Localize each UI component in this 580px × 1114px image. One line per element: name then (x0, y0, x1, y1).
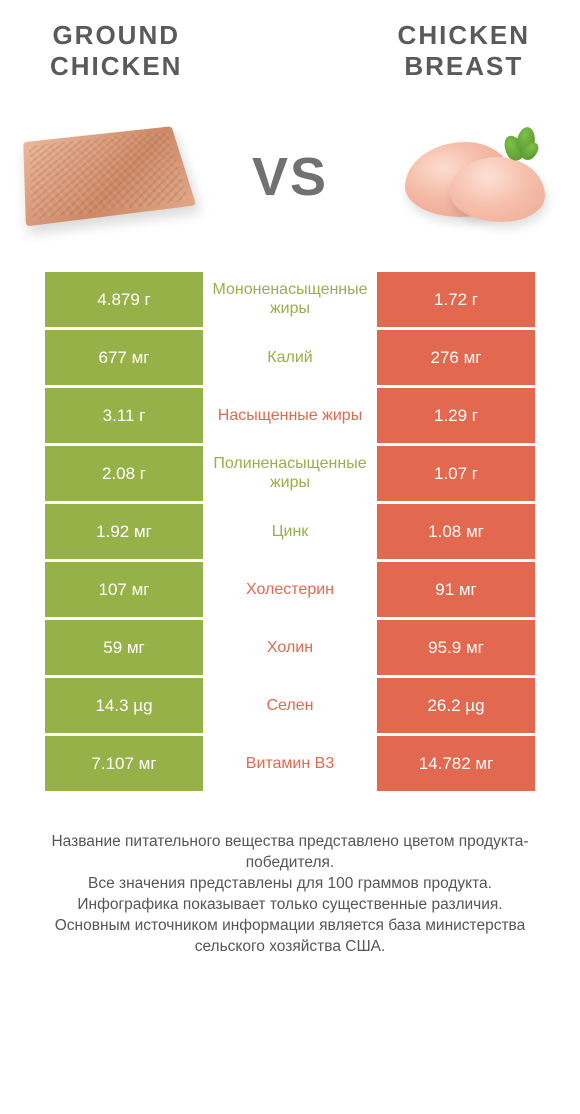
right-value-cell: 1.07 г (377, 446, 535, 504)
right-product-title: CHICKEN BREAST (398, 20, 530, 82)
chicken-breast-image (390, 112, 560, 242)
nutrient-label-cell: Витамин B3 (203, 736, 377, 794)
left-value-cell: 677 мг (45, 330, 203, 388)
header: GROUND CHICKEN CHICKEN BREAST (0, 0, 580, 92)
left-value-cell: 3.11 г (45, 388, 203, 446)
nutrient-label-cell: Полиненасыщенные жиры (203, 446, 377, 504)
left-value-cell: 59 мг (45, 620, 203, 678)
nutrient-label-cell: Холестерин (203, 562, 377, 620)
footer-line: Название питательного вещества представл… (20, 832, 560, 874)
nutrient-label-cell: Мононенасыщенные жиры (203, 272, 377, 330)
right-value-cell: 1.08 мг (377, 504, 535, 562)
footer-line: Инфографика показывает только существенн… (20, 895, 560, 916)
footer-line: Все значения представлены для 100 граммо… (20, 874, 560, 895)
left-value-cell: 4.879 г (45, 272, 203, 330)
left-value-cell: 107 мг (45, 562, 203, 620)
nutrient-label-cell: Селен (203, 678, 377, 736)
table-row: 14.3 µgСелен26.2 µg (45, 678, 535, 736)
nutrient-label-cell: Насыщенные жиры (203, 388, 377, 446)
left-value-cell: 1.92 мг (45, 504, 203, 562)
vs-label: VS (252, 146, 328, 208)
comparison-table: 4.879 гМононенасыщенные жиры1.72 г677 мг… (45, 272, 535, 794)
right-value-cell: 26.2 µg (377, 678, 535, 736)
table-row: 4.879 гМононенасыщенные жиры1.72 г (45, 272, 535, 330)
table-row: 1.92 мгЦинк1.08 мг (45, 504, 535, 562)
ground-chicken-image (20, 112, 190, 242)
right-value-cell: 91 мг (377, 562, 535, 620)
nutrient-label-cell: Калий (203, 330, 377, 388)
nutrient-label-cell: Цинк (203, 504, 377, 562)
table-row: 59 мгХолин95.9 мг (45, 620, 535, 678)
right-value-cell: 1.29 г (377, 388, 535, 446)
table-row: 7.107 мгВитамин B314.782 мг (45, 736, 535, 794)
vs-row: VS (0, 92, 580, 272)
table-row: 677 мгКалий276 мг (45, 330, 535, 388)
right-value-cell: 276 мг (377, 330, 535, 388)
table-row: 107 мгХолестерин91 мг (45, 562, 535, 620)
nutrient-label-cell: Холин (203, 620, 377, 678)
left-product-title: GROUND CHICKEN (50, 20, 182, 82)
left-value-cell: 2.08 г (45, 446, 203, 504)
right-value-cell: 95.9 мг (377, 620, 535, 678)
footer-line: Основным источником информации является … (20, 916, 560, 958)
left-value-cell: 7.107 мг (45, 736, 203, 794)
footer-notes: Название питательного вещества представл… (0, 794, 580, 958)
right-value-cell: 14.782 мг (377, 736, 535, 794)
right-value-cell: 1.72 г (377, 272, 535, 330)
table-row: 2.08 гПолиненасыщенные жиры1.07 г (45, 446, 535, 504)
left-value-cell: 14.3 µg (45, 678, 203, 736)
table-row: 3.11 гНасыщенные жиры1.29 г (45, 388, 535, 446)
